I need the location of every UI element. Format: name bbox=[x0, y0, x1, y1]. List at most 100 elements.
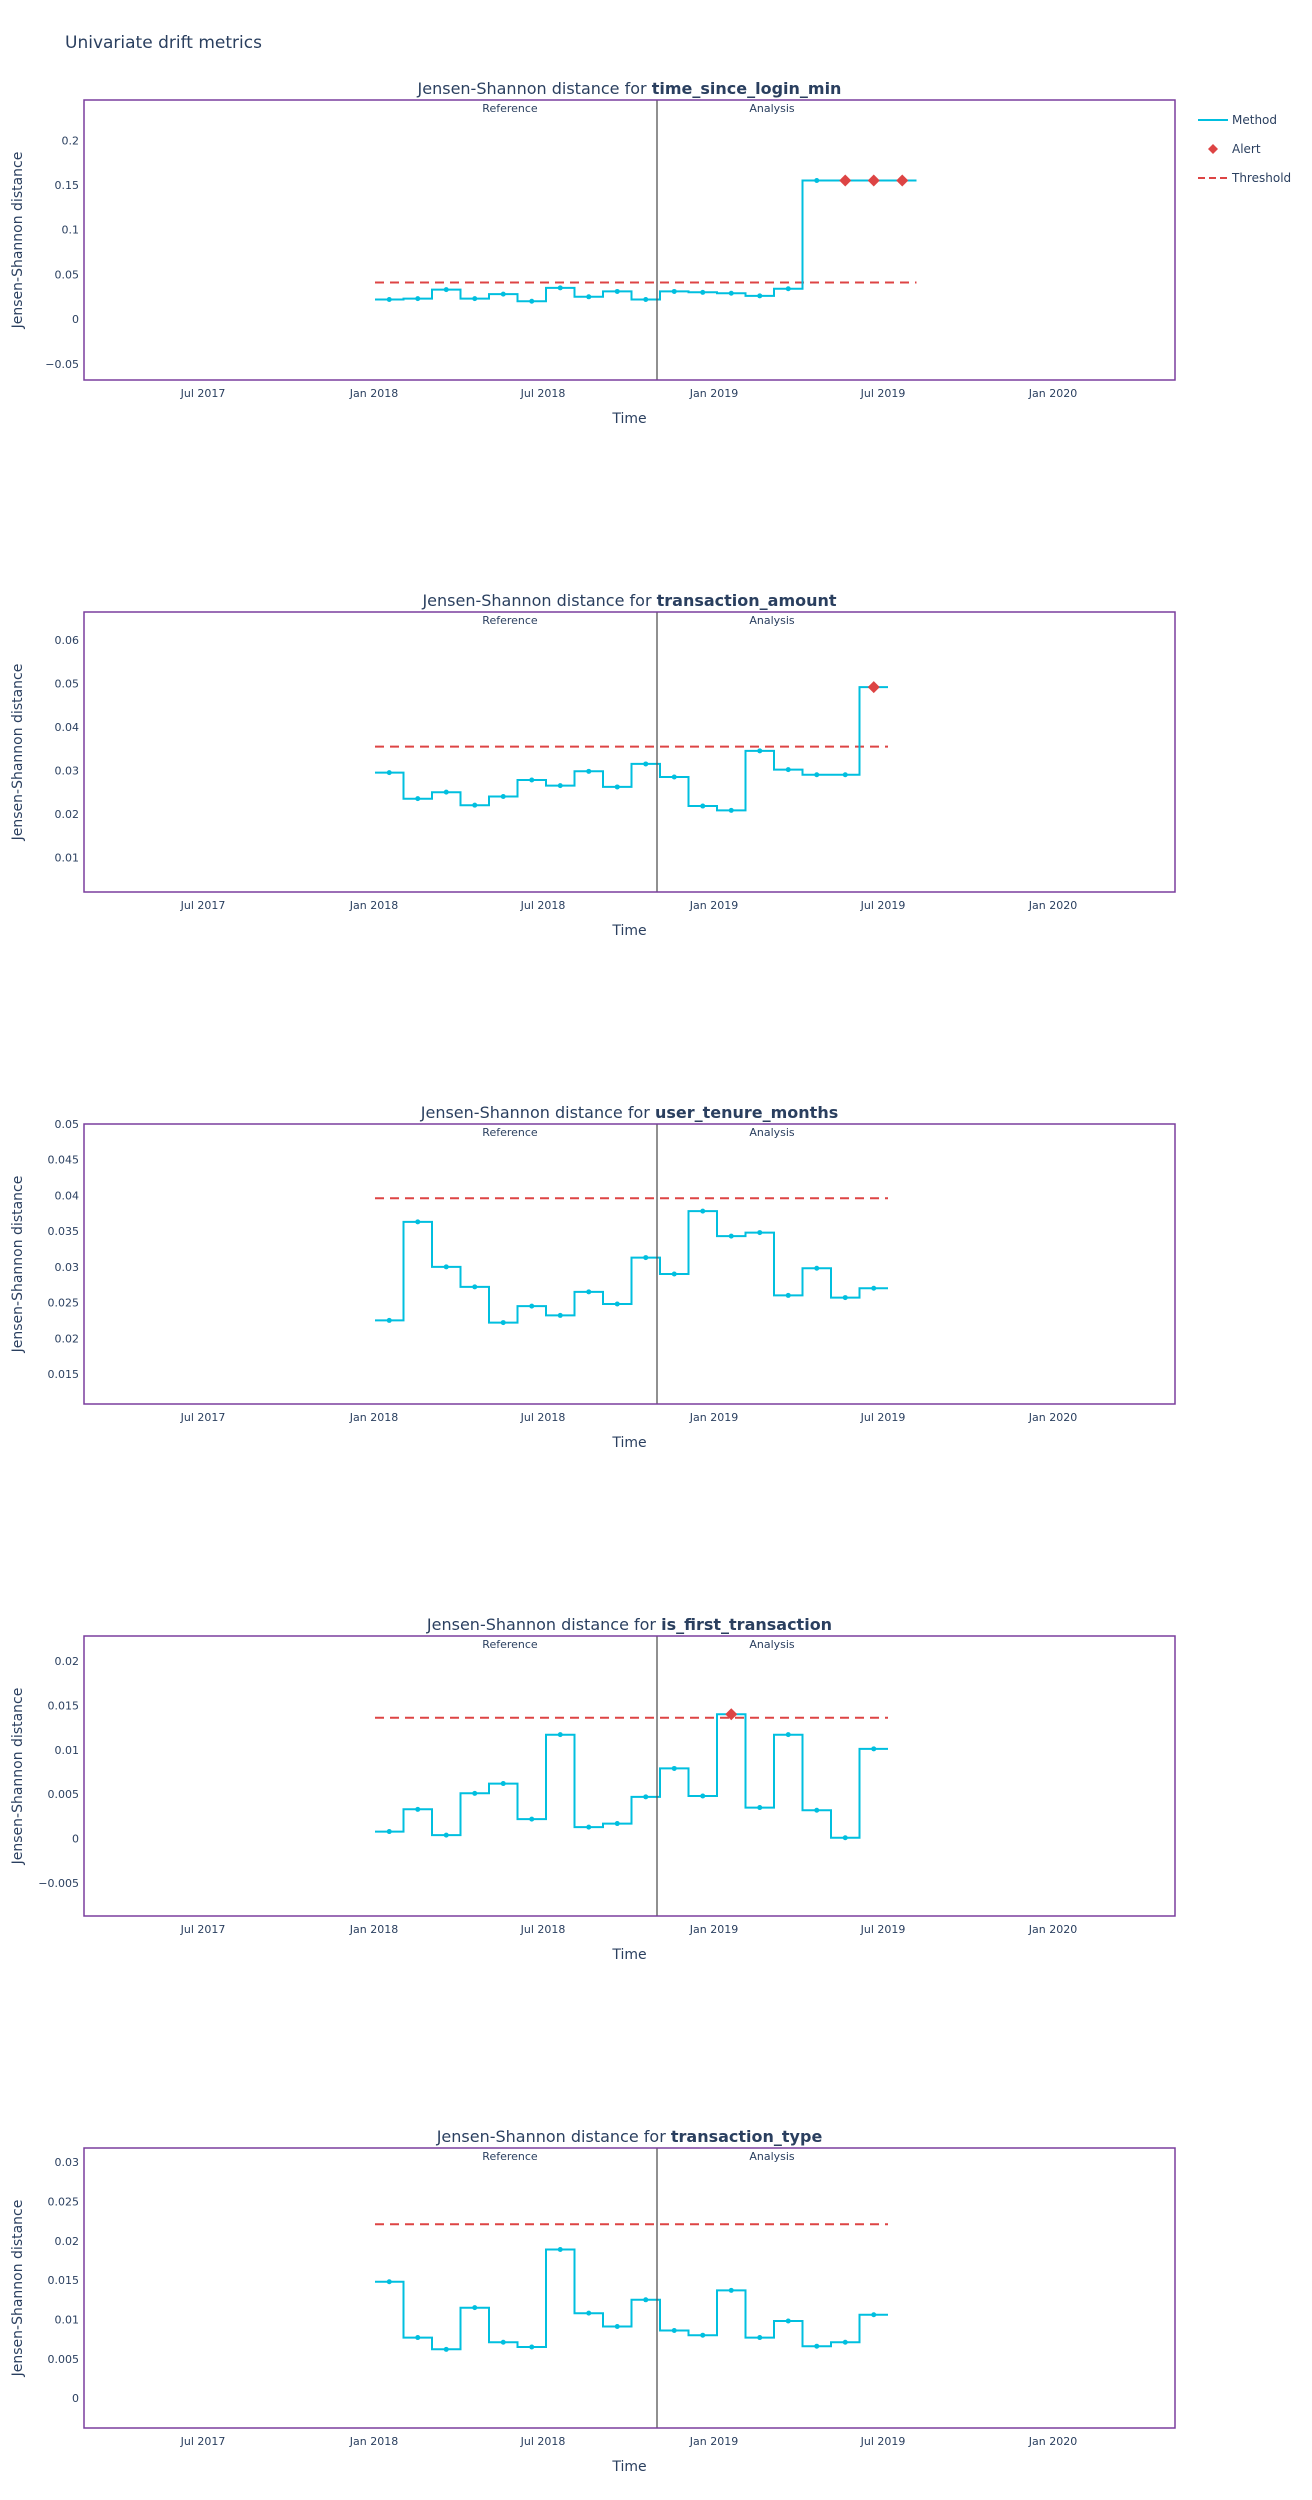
data-point bbox=[386, 770, 392, 776]
chart-title: Jensen-Shannon distance for time_since_l… bbox=[417, 79, 842, 98]
data-point bbox=[814, 1807, 820, 1813]
y-axis-label: Jensen-Shannon distance bbox=[10, 1688, 26, 1866]
y-tick-label: 0.02 bbox=[55, 808, 80, 821]
method-series-line bbox=[375, 2248, 888, 2351]
data-point bbox=[757, 293, 763, 299]
data-point bbox=[814, 2343, 820, 2349]
data-point bbox=[557, 783, 563, 789]
legend-item-alert[interactable]: Alert bbox=[1196, 134, 1291, 163]
y-tick-label: 0.03 bbox=[55, 1261, 80, 1274]
data-point bbox=[386, 1829, 392, 1835]
x-tick-label: Jul 2017 bbox=[180, 1411, 226, 1424]
data-point bbox=[814, 178, 820, 184]
x-tick-label: Jan 2020 bbox=[1028, 387, 1077, 400]
data-point bbox=[871, 1746, 877, 1752]
legend: Method Alert Threshold bbox=[1196, 105, 1291, 192]
data-point bbox=[586, 768, 592, 774]
data-point bbox=[728, 1233, 734, 1239]
alert-marker bbox=[867, 681, 880, 694]
data-point bbox=[415, 2335, 421, 2341]
data-point bbox=[529, 1816, 535, 1822]
data-point bbox=[415, 296, 421, 302]
data-point bbox=[785, 1732, 791, 1738]
x-tick-label: Jul 2017 bbox=[180, 1923, 226, 1936]
y-tick-label: 0.05 bbox=[55, 1118, 80, 1131]
legend-item-method[interactable]: Method bbox=[1196, 105, 1291, 134]
alert-marker bbox=[896, 174, 909, 187]
data-point bbox=[500, 1320, 506, 1326]
x-tick-label: Jan 2019 bbox=[689, 2435, 738, 2448]
x-tick-label: Jan 2020 bbox=[1028, 899, 1077, 912]
x-tick-label: Jul 2019 bbox=[860, 2435, 906, 2448]
period-label-reference: Reference bbox=[482, 614, 538, 627]
x-axis-label: Time bbox=[611, 923, 646, 939]
chart-title-feature: is_first_transaction bbox=[661, 1615, 832, 1634]
x-tick-label: Jan 2020 bbox=[1028, 2435, 1077, 2448]
alert-marker bbox=[725, 1708, 738, 1721]
data-point bbox=[472, 802, 478, 808]
y-tick-label: 0.015 bbox=[48, 1699, 80, 1712]
period-label-reference: Reference bbox=[482, 102, 538, 115]
y-axis-label: Jensen-Shannon distance bbox=[10, 152, 26, 330]
chart-title: Jensen-Shannon distance for transaction_… bbox=[421, 591, 836, 610]
data-point bbox=[728, 1711, 734, 1717]
period-label-analysis: Analysis bbox=[749, 102, 795, 115]
chart-title: Jensen-Shannon distance for user_tenure_… bbox=[420, 1103, 838, 1122]
data-point bbox=[871, 1285, 877, 1291]
x-tick-label: Jul 2017 bbox=[180, 899, 226, 912]
y-axis-label: Jensen-Shannon distance bbox=[10, 1176, 26, 1354]
chart-4: Jensen-Shannon distance for transaction_… bbox=[10, 2127, 1176, 2475]
data-point bbox=[529, 2344, 535, 2350]
legend-label-threshold: Threshold bbox=[1232, 170, 1292, 185]
chart-title-feature: transaction_type bbox=[671, 2127, 823, 2146]
alert-marker bbox=[839, 174, 852, 187]
x-tick-label: Jul 2019 bbox=[860, 387, 906, 400]
data-point bbox=[700, 803, 706, 809]
legend-item-threshold[interactable]: Threshold bbox=[1196, 163, 1291, 192]
data-point bbox=[500, 1781, 506, 1787]
data-point bbox=[728, 807, 734, 813]
data-point bbox=[785, 286, 791, 292]
y-tick-label: 0.025 bbox=[48, 2195, 80, 2208]
data-point bbox=[472, 2305, 478, 2311]
y-tick-label: 0.015 bbox=[48, 1368, 80, 1381]
chart-3: Jensen-Shannon distance for is_first_tra… bbox=[10, 1615, 1176, 1963]
y-tick-label: 0.025 bbox=[48, 1297, 80, 1310]
y-tick-label: 0.035 bbox=[48, 1225, 80, 1238]
y-axis-label: Jensen-Shannon distance bbox=[10, 664, 26, 842]
period-label-reference: Reference bbox=[482, 1638, 538, 1651]
data-point bbox=[586, 1824, 592, 1830]
data-point bbox=[728, 2287, 734, 2293]
x-tick-label: Jan 2020 bbox=[1028, 1923, 1077, 1936]
x-tick-label: Jul 2017 bbox=[180, 2435, 226, 2448]
chart-title-prefix: Jensen-Shannon distance for bbox=[417, 79, 652, 98]
data-point bbox=[614, 784, 620, 790]
data-point bbox=[586, 2310, 592, 2316]
data-point bbox=[814, 1265, 820, 1271]
chart-title-prefix: Jensen-Shannon distance for bbox=[421, 591, 656, 610]
y-axis-label: Jensen-Shannon distance bbox=[10, 2200, 26, 2378]
data-point bbox=[643, 761, 649, 767]
page-title: Univariate drift metrics bbox=[65, 33, 262, 53]
period-label-reference: Reference bbox=[482, 2150, 538, 2163]
data-point bbox=[643, 1794, 649, 1800]
data-point bbox=[614, 1821, 620, 1827]
data-point bbox=[757, 1230, 763, 1236]
data-point bbox=[557, 285, 563, 291]
x-tick-label: Jan 2019 bbox=[689, 387, 738, 400]
data-point bbox=[700, 1793, 706, 1799]
data-point bbox=[700, 2332, 706, 2338]
data-point bbox=[586, 294, 592, 300]
x-tick-label: Jul 2018 bbox=[520, 899, 566, 912]
y-tick-label: 0.02 bbox=[55, 1655, 80, 1668]
y-tick-label: 0.005 bbox=[48, 1788, 80, 1801]
data-point bbox=[643, 1255, 649, 1261]
chart-title-prefix: Jensen-Shannon distance for bbox=[426, 1615, 661, 1634]
data-point bbox=[842, 2339, 848, 2345]
plot-frame bbox=[83, 1123, 1176, 1405]
data-point bbox=[386, 296, 392, 302]
x-tick-label: Jul 2019 bbox=[860, 1923, 906, 1936]
y-tick-label: 0.01 bbox=[55, 851, 80, 864]
data-point bbox=[757, 748, 763, 754]
